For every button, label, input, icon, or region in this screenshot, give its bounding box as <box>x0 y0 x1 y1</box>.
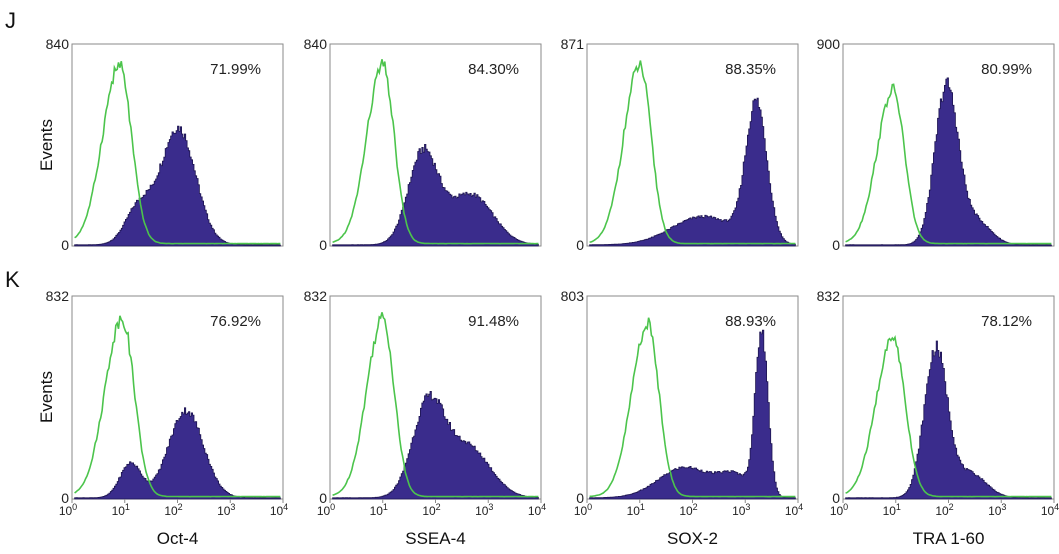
x-tick-exponent: 4 <box>1054 502 1059 512</box>
x-tick-label: 103 <box>475 502 493 518</box>
y-max-label: 832 <box>304 288 328 304</box>
row-label: J <box>5 8 16 33</box>
x-tick-label: 104 <box>1041 502 1059 518</box>
x-tick-exponent: 2 <box>693 502 698 512</box>
x-tick-exponent: 4 <box>283 502 288 512</box>
x-axis-label: TRA 1-60 <box>913 529 985 548</box>
y-zero-label: 0 <box>832 490 840 506</box>
x-axis-label: SSEA-4 <box>405 529 465 548</box>
control-histogram <box>74 315 281 498</box>
y-zero-label: 0 <box>576 490 584 506</box>
x-tick-exponent: 3 <box>1001 502 1006 512</box>
x-tick-label: 102 <box>422 502 440 518</box>
y-max-label: 840 <box>46 36 70 52</box>
x-tick-label: 101 <box>627 502 645 518</box>
x-tick-label: 100 <box>59 502 77 518</box>
x-tick-label: 101 <box>883 502 901 518</box>
control-histogram <box>845 83 1052 245</box>
x-tick-label: 103 <box>732 502 750 518</box>
x-tick-exponent: 2 <box>178 502 183 512</box>
x-axis-label: SOX-2 <box>667 529 718 548</box>
x-tick-label: 102 <box>679 502 697 518</box>
positive-percent-label: 84.30% <box>468 61 519 78</box>
x-tick-exponent: 1 <box>896 502 901 512</box>
y-zero-label: 0 <box>319 237 327 253</box>
x-tick-label: 102 <box>935 502 953 518</box>
y-zero-label: 0 <box>576 237 584 253</box>
y-zero-label: 0 <box>61 490 69 506</box>
y-axis-label: Events <box>37 119 56 171</box>
control-histogram <box>332 312 539 498</box>
y-zero-label: 0 <box>832 237 840 253</box>
x-tick-exponent: 1 <box>383 502 388 512</box>
control-histogram <box>589 60 796 245</box>
stained-histogram <box>589 329 796 500</box>
y-max-label: 803 <box>561 288 585 304</box>
control-histogram <box>74 61 281 245</box>
y-zero-label: 0 <box>319 490 327 506</box>
stained-histogram <box>332 144 539 247</box>
x-tick-exponent: 0 <box>72 502 77 512</box>
x-tick-exponent: 4 <box>798 502 803 512</box>
row-label: K <box>5 267 20 292</box>
x-tick-exponent: 3 <box>745 502 750 512</box>
x-tick-exponent: 1 <box>640 502 645 512</box>
histogram-panel: 840 0 84.30% <box>304 36 542 253</box>
row-j: J Events 840 0 71.99% 840 0 84.30% 871 0 88.35% 900… <box>5 8 1055 253</box>
x-tick-label: 101 <box>370 502 388 518</box>
control-histogram <box>845 335 1052 498</box>
histogram-panel: 900 0 80.99% <box>817 36 1055 253</box>
x-tick-label: 100 <box>317 502 335 518</box>
control-histogram <box>589 317 796 498</box>
x-tick-exponent: 1 <box>125 502 130 512</box>
y-zero-label: 0 <box>61 237 69 253</box>
x-tick-exponent: 0 <box>330 502 335 512</box>
positive-percent-label: 88.35% <box>725 61 776 78</box>
x-tick-label: 100 <box>830 502 848 518</box>
x-tick-exponent: 2 <box>949 502 954 512</box>
stained-histogram <box>589 97 796 247</box>
stained-histogram <box>845 77 1052 247</box>
positive-percent-label: 71.99% <box>210 61 261 78</box>
y-max-label: 900 <box>817 36 841 52</box>
y-max-label: 832 <box>46 288 70 304</box>
positive-percent-label: 80.99% <box>981 61 1032 78</box>
x-tick-label: 104 <box>270 502 288 518</box>
stained-histogram <box>845 340 1052 500</box>
histogram-panel: 840 0 71.99% <box>46 36 284 253</box>
x-tick-exponent: 3 <box>488 502 493 512</box>
positive-percent-label: 88.93% <box>725 313 776 330</box>
x-tick-label: 102 <box>164 502 182 518</box>
positive-percent-label: 76.92% <box>210 313 261 330</box>
x-tick-label: 101 <box>112 502 130 518</box>
x-axis-label: Oct-4 <box>157 529 199 548</box>
y-max-label: 871 <box>561 36 585 52</box>
control-histogram <box>332 59 539 245</box>
y-max-label: 840 <box>304 36 328 52</box>
x-tick-exponent: 2 <box>436 502 441 512</box>
positive-percent-label: 78.12% <box>981 313 1032 330</box>
histogram-panel: 871 0 88.35% <box>561 36 799 253</box>
x-tick-exponent: 3 <box>230 502 235 512</box>
x-tick-label: 104 <box>528 502 546 518</box>
x-tick-label: 104 <box>785 502 803 518</box>
stained-histogram <box>74 125 281 247</box>
positive-percent-label: 91.48% <box>468 313 519 330</box>
stained-histogram <box>332 391 539 500</box>
x-tick-label: 100 <box>574 502 592 518</box>
x-tick-exponent: 0 <box>843 502 848 512</box>
y-max-label: 832 <box>817 288 841 304</box>
x-tick-exponent: 0 <box>587 502 592 512</box>
stained-histogram <box>74 407 281 500</box>
y-axis-label: Events <box>37 371 56 423</box>
x-tick-label: 103 <box>988 502 1006 518</box>
x-tick-exponent: 4 <box>541 502 546 512</box>
x-tick-label: 103 <box>217 502 235 518</box>
